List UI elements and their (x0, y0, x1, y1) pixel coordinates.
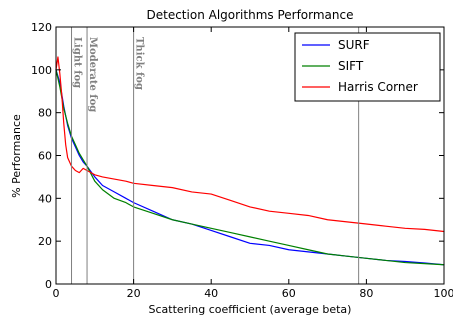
legend: SURF SIFT Harris Corner (294, 32, 441, 102)
annotation-label-1: Moderate fog (87, 37, 98, 112)
y-tick-label: 20 (38, 235, 52, 248)
x-tick-label: 60 (282, 287, 296, 300)
y-tick-label: 120 (31, 21, 52, 34)
y-tick-label: 60 (38, 150, 52, 163)
legend-label: SURF (338, 38, 370, 52)
chart-title: Detection Algorithms Performance (147, 8, 354, 22)
x-tick-label: 20 (127, 287, 141, 300)
x-axis: 0 20 40 60 80 100 (53, 27, 453, 300)
x-tick-label: 80 (359, 287, 373, 300)
x-tick-label: 40 (204, 287, 218, 300)
x-tick-label: 100 (434, 287, 453, 300)
x-axis-label: Scattering coefficient (average beta) (149, 303, 352, 316)
series-line-sift (55, 69, 445, 266)
legend-label: SIFT (338, 59, 364, 73)
x-tick-label: 0 (53, 287, 60, 300)
annotation-label-2: Thick fog (134, 37, 145, 90)
y-tick-label: 100 (31, 64, 52, 77)
legend-label: Harris Corner (338, 80, 418, 94)
y-axis-label: % Performance (10, 114, 23, 198)
legend-box (294, 32, 441, 102)
annotation-label-0: Light fog (72, 37, 83, 88)
y-axis: 0 20 40 60 80 100 120 (31, 21, 444, 291)
y-tick-label: 80 (38, 107, 52, 120)
y-tick-label: 0 (45, 278, 52, 291)
y-tick-label: 40 (38, 192, 52, 205)
